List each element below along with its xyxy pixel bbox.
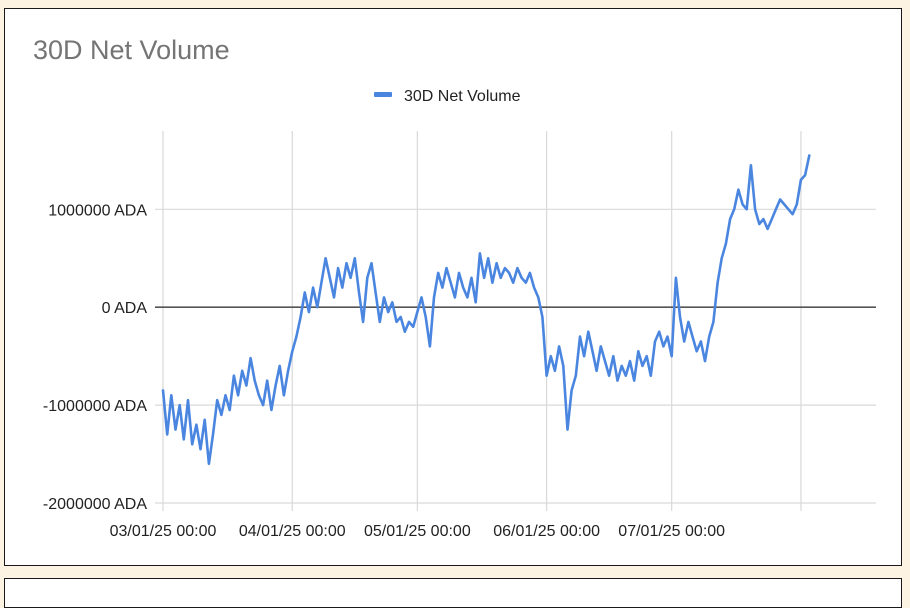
- legend-label: 30D Net Volume: [404, 88, 521, 105]
- x-tick-labels: 03/01/25 00:00 04/01/25 00:00 05/01/25 00:…: [110, 523, 726, 540]
- x-tick-label: 03/01/25 00:00: [110, 523, 217, 540]
- chart-title: 30D Net Volume: [33, 35, 230, 65]
- y-tick-label: -2000000 ADA: [43, 496, 147, 513]
- y-gridlines: [155, 208, 876, 504]
- y-tick-labels: 1000000 ADA 0 ADA -1000000 ADA -2000000 ADA: [43, 202, 147, 513]
- x-tick-label: 06/01/25 00:00: [493, 523, 600, 540]
- y-tick-label: -1000000 ADA: [43, 398, 147, 415]
- legend: 30D Net Volume: [374, 88, 521, 105]
- series-line: [161, 154, 811, 466]
- x-gridlines: [162, 131, 802, 511]
- legend-swatch: [374, 92, 392, 97]
- y-tick-label: 0 ADA: [102, 300, 148, 317]
- line-chart: 1000000 ADA 0 ADA -1000000 ADA -2000000 ADA…: [43, 88, 876, 540]
- x-tick-label: 07/01/25 00:00: [618, 523, 725, 540]
- x-tick-label: 04/01/25 00:00: [239, 523, 346, 540]
- series-group: [161, 154, 811, 466]
- y-tick-label: 1000000 ADA: [48, 202, 147, 219]
- x-tick-label: 05/01/25 00:00: [364, 523, 471, 540]
